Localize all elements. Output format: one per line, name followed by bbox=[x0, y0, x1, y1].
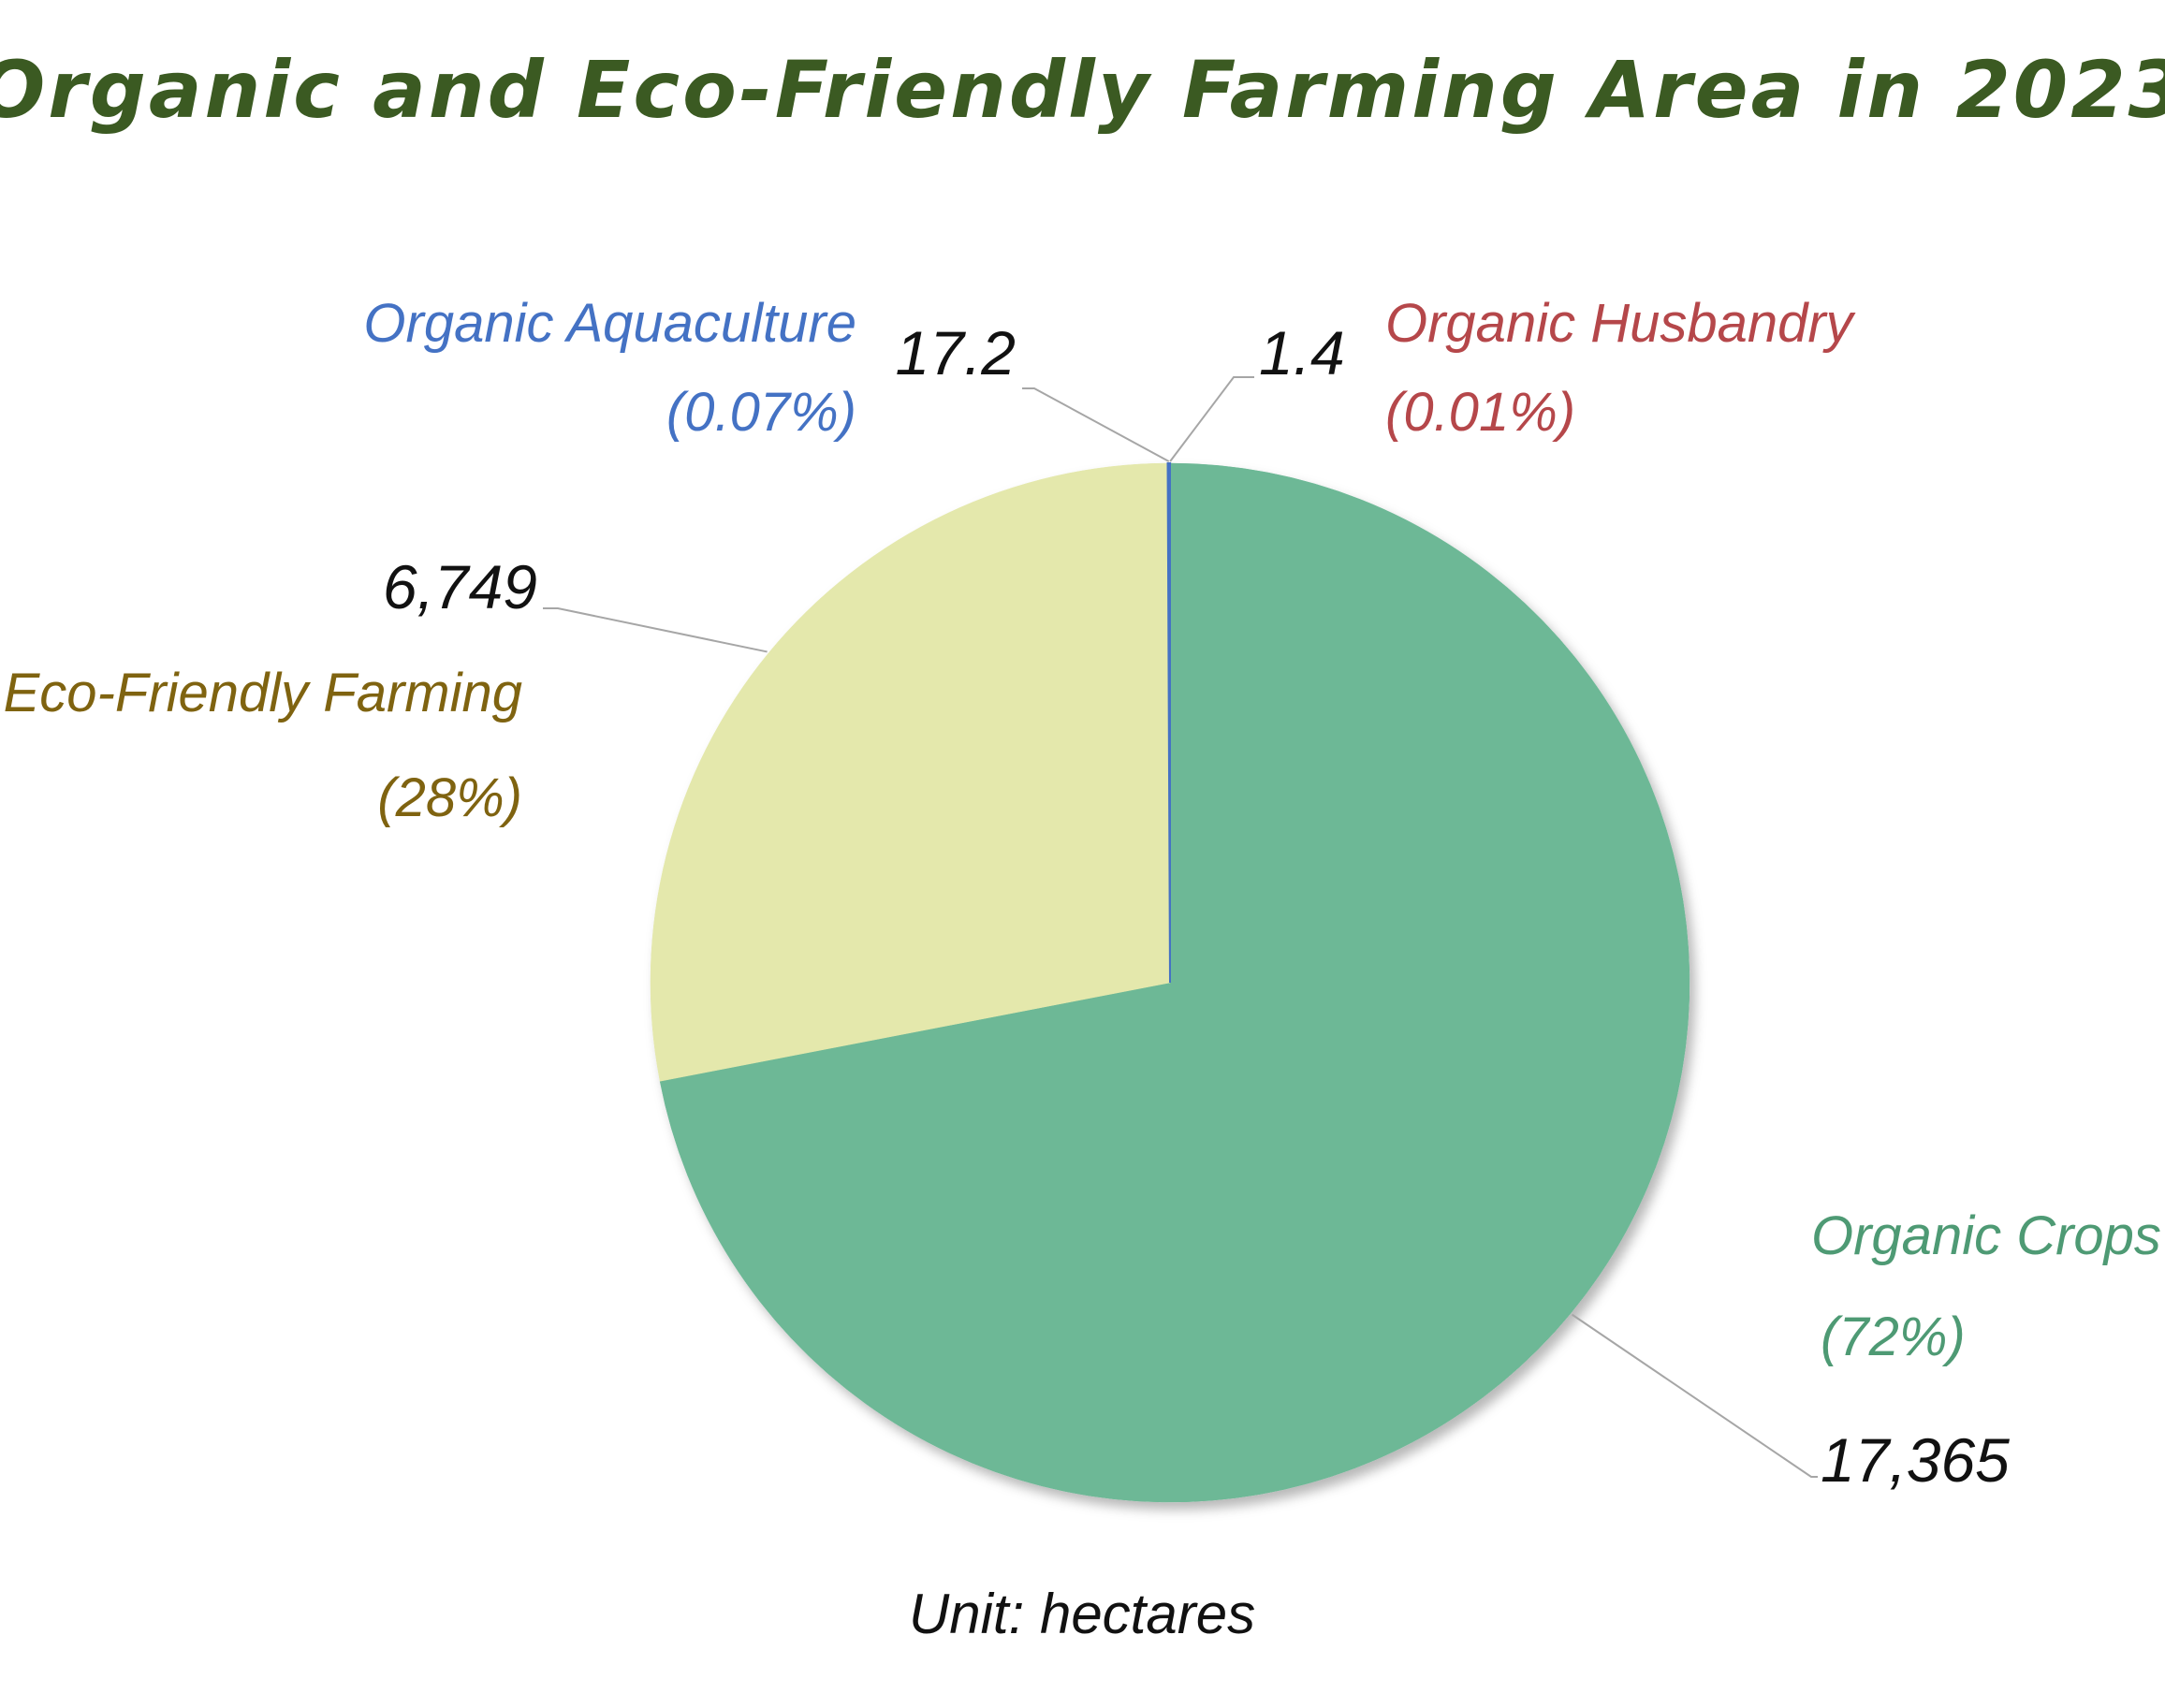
slice-percent-organic-husbandry: (0.01%) bbox=[1385, 382, 1575, 443]
leader-line-organic-aquaculture bbox=[1022, 387, 1170, 462]
slice-value-organic-husbandry: 1.4 bbox=[1259, 318, 1345, 387]
leader-line-eco-friendly-farming bbox=[543, 607, 768, 653]
slice-label-organic-crops: Organic Crops bbox=[1811, 1205, 2161, 1266]
slice-value-organic-crops: 17,365 bbox=[1821, 1425, 2010, 1495]
slice-value-eco-friendly-farming: 6,749 bbox=[383, 552, 537, 621]
slice-percent-eco-friendly-farming: (28%) bbox=[377, 767, 522, 828]
slice-percent-organic-aquaculture: (0.07%) bbox=[666, 382, 856, 443]
slice-percent-organic-crops: (72%) bbox=[1821, 1307, 1966, 1367]
slice-label-organic-aquaculture: Organic Aquaculture bbox=[363, 293, 856, 354]
unit-note: Unit: hectares bbox=[909, 1583, 1255, 1645]
slice-label-organic-husbandry: Organic Husbandry bbox=[1385, 293, 1856, 354]
pie-slice-organic-crops bbox=[659, 462, 1690, 1503]
chart-title: Organic and Eco-Friendly Farming Area in… bbox=[0, 44, 2165, 136]
leader-line-organic-crops bbox=[1571, 1313, 1818, 1478]
pie-slice-organic-aquaculture bbox=[1166, 461, 1171, 984]
slice-label-eco-friendly-farming: Eco-Friendly Farming bbox=[4, 663, 522, 723]
pie-slice-eco-friendly-farming bbox=[650, 462, 1171, 1082]
leader-line-organic-husbandry bbox=[1169, 376, 1254, 462]
slice-value-organic-aquaculture: 17.2 bbox=[896, 318, 1016, 387]
